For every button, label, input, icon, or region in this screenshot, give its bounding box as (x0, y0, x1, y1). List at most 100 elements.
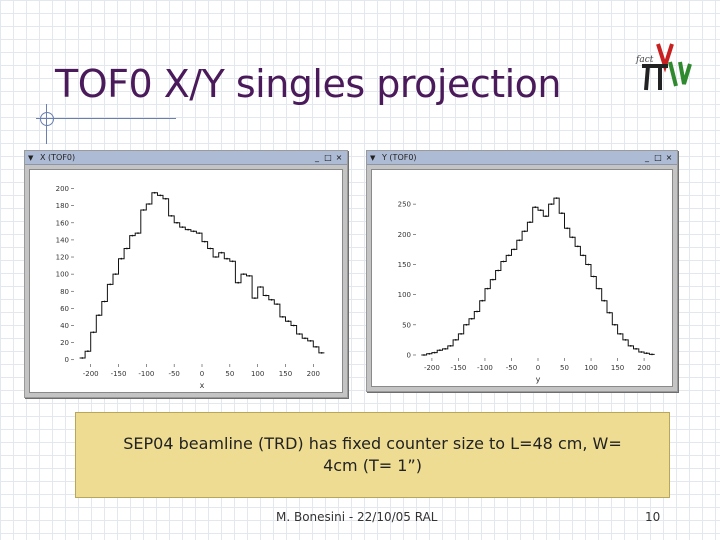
close-button[interactable]: × (665, 153, 673, 162)
histogram-bin-point (164, 197, 167, 200)
histogram-bin-point (281, 316, 284, 318)
x-axis-label: y (536, 375, 541, 384)
y-tick-label: 180 (56, 202, 69, 210)
x-tick-label: 0 (536, 364, 540, 372)
histogram-bin-point (187, 228, 190, 231)
x-tick-label: 100 (584, 364, 597, 372)
histogram-bin-point (629, 345, 632, 347)
histogram-bin-point (566, 227, 569, 230)
x-tick-label: 50 (225, 370, 234, 378)
histogram-bin-point (582, 254, 584, 257)
histogram-bin-point (529, 221, 531, 224)
window-titlebar[interactable]: ▼ Y (TOF0) _ □ × (367, 151, 677, 165)
y-tick-label: 50 (402, 321, 411, 329)
histogram-bin-point (619, 333, 622, 335)
histogram-bin-point (103, 300, 106, 303)
histogram-bin-point (651, 353, 653, 356)
y-tick-label: 200 (398, 231, 411, 239)
histogram-bin-point (470, 317, 473, 320)
x-tick-label: -150 (111, 370, 127, 378)
histogram-bin-point (159, 194, 162, 197)
histogram-bin-point (98, 314, 100, 317)
histogram-bin-point (226, 257, 228, 260)
histogram-bin-point (231, 260, 234, 263)
histogram-bin-point (137, 232, 139, 234)
histogram-bin-point (298, 333, 301, 335)
histogram-bin-point (142, 209, 145, 211)
histogram-bin-point (645, 352, 648, 355)
y-tick-label: 0 (407, 351, 411, 359)
histogram-bin-point (534, 206, 537, 209)
window-menu-icon[interactable]: ▼ (28, 153, 34, 162)
maximize-button[interactable]: □ (654, 153, 662, 162)
x-tick-label: -150 (450, 364, 466, 372)
y-tick-label: 60 (60, 305, 69, 313)
x-tick-label: -200 (424, 364, 440, 372)
histogram-bin-point (518, 239, 521, 242)
histogram-bin-point (603, 299, 606, 302)
histogram-bin-point (576, 245, 579, 248)
histogram-bin-point (81, 357, 84, 359)
histogram-bin-point (287, 320, 290, 323)
plot-area: -200 -150 -100 -50 0 50 100 150 200 0 50 100 150 200 2… (371, 169, 673, 387)
x-tick-label: 50 (560, 364, 569, 372)
histogram-bin-point (126, 247, 128, 250)
window-title: Y (TOF0) (382, 153, 417, 162)
histogram-bin-point (539, 209, 542, 212)
histogram-window-y[interactable]: ▼ Y (TOF0) _ □ × -200 -150 -100 -50 0 50 100 15… (366, 150, 678, 392)
histogram-bin-point (465, 323, 468, 326)
histogram-bin-point (259, 286, 262, 288)
x-tick-label: -50 (506, 364, 517, 372)
y-tick-label: 0 (65, 356, 69, 364)
x-tick-label: 100 (251, 370, 264, 378)
histogram-bin-point (203, 240, 206, 243)
note-box: SEP04 beamline (TRD) has fixed counter s… (75, 412, 670, 498)
histogram-bin-point (587, 263, 590, 266)
histogram-bin-point (87, 350, 89, 353)
histogram-bin-point (481, 299, 484, 302)
histogram-bin-point (209, 247, 212, 250)
histogram-bin-point (423, 354, 425, 356)
window-titlebar[interactable]: ▼ X (TOF0) _ □ × (25, 151, 347, 165)
histogram-bin-point (635, 348, 637, 350)
y-tick-label: 40 (60, 322, 69, 330)
histogram-bin-point (276, 303, 278, 305)
pi-nu-logo-icon: fact (635, 43, 692, 91)
note-text: SEP04 beamline (TRD) has fixed counter s… (123, 434, 622, 475)
histogram-bin-point (242, 273, 245, 275)
minimize-button[interactable]: _ (315, 153, 319, 162)
histogram-bin-point (181, 226, 184, 228)
histogram-bin-point (153, 191, 156, 194)
page-number: 10 (645, 510, 661, 524)
decorative-circle (40, 112, 54, 126)
histogram-bin-point (109, 283, 112, 286)
histogram-bin-point (513, 248, 515, 251)
x-tick-label: -100 (477, 364, 493, 372)
histogram-bin-point (550, 203, 553, 205)
y-tick-label: 250 (398, 201, 411, 209)
histogram-bin-point (492, 278, 494, 281)
slide-title: TOF0 X/Y singles projection (55, 62, 562, 106)
decorative-line (36, 118, 176, 119)
histogram-bin-point (248, 275, 251, 277)
histogram-bin-point (555, 197, 558, 199)
histogram-bin-point (444, 348, 447, 350)
x-tick-label: -100 (138, 370, 154, 378)
x-tick-label: 200 (307, 370, 320, 378)
histogram-window-x[interactable]: ▼ X (TOF0) _ □ × -200 -150 -100 -50 0 50 100 15… (24, 150, 348, 398)
histogram-bin-point (460, 333, 462, 335)
histogram-bin-point (148, 203, 150, 205)
histogram-bin-point (92, 331, 95, 334)
histogram-bin-point (131, 234, 134, 237)
plot-area: -200 -150 -100 -50 0 50 100 150 200 0 20 40 60 80 100 1… (29, 169, 343, 393)
maximize-button[interactable]: □ (324, 153, 332, 162)
histogram-bin-point (614, 323, 616, 326)
minimize-button[interactable]: _ (645, 153, 649, 162)
logo-text: fact (635, 55, 654, 65)
histogram-bin-point (486, 287, 489, 290)
x-tick-label: 200 (637, 364, 650, 372)
histogram-bin-point (608, 311, 611, 314)
close-button[interactable]: × (335, 153, 343, 162)
histogram-bin-point (265, 294, 267, 297)
window-menu-icon[interactable]: ▼ (370, 153, 376, 162)
